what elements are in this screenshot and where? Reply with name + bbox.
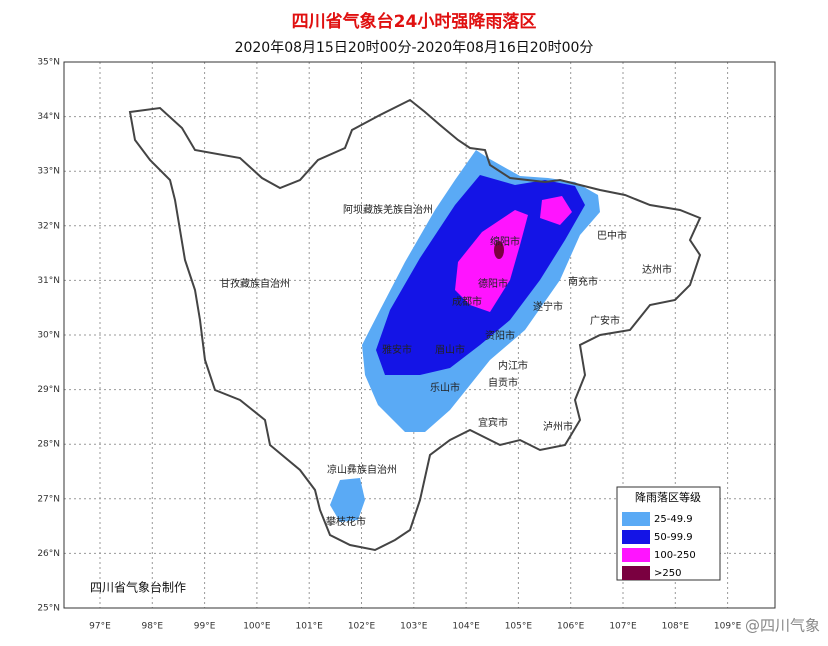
- legend-swatch: [622, 548, 650, 562]
- subtitle: 2020年08月15日20时00分-2020年08月16日20时00分: [235, 40, 594, 56]
- city-label: 宜宾市: [478, 416, 508, 429]
- lon-label: 99°E: [194, 622, 216, 632]
- legend-label: 25-49.9: [654, 514, 693, 525]
- city-labels: 阿坝藏族羌族自治州 甘孜藏族自治州 巴中市 达州市 绵阳市 南充市 德阳市 成都…: [220, 203, 672, 528]
- city-label: 阿坝藏族羌族自治州: [343, 203, 433, 216]
- lat-label: 28°N: [37, 440, 60, 450]
- rain-areas: [330, 150, 600, 522]
- city-label: 德阳市: [478, 277, 508, 290]
- lat-label: 34°N: [37, 112, 60, 122]
- lat-label: 29°N: [37, 385, 60, 395]
- legend-label: >250: [654, 568, 681, 579]
- title: 四川省气象台24小时强降雨落区: [292, 11, 537, 32]
- city-label: 绵阳市: [490, 235, 520, 248]
- rain-250: [494, 241, 504, 259]
- lon-label: 105°E: [505, 622, 533, 632]
- city-label: 成都市: [452, 295, 482, 308]
- lon-label: 104°E: [452, 622, 480, 632]
- legend-label: 100-250: [654, 550, 696, 561]
- city-label: 广安市: [590, 314, 620, 327]
- watermark: @四川气象: [745, 617, 820, 635]
- city-label: 资阳市: [485, 329, 515, 342]
- lon-label: 109°E: [714, 622, 742, 632]
- province-border: [128, 98, 702, 552]
- lon-label: 107°E: [609, 622, 637, 632]
- lon-label: 108°E: [662, 622, 690, 632]
- lat-label: 33°N: [37, 167, 60, 177]
- city-label: 内江市: [498, 359, 528, 372]
- lat-label: 25°N: [37, 604, 60, 614]
- lon-label: 100°E: [243, 622, 271, 632]
- lat-label: 27°N: [37, 494, 60, 504]
- map-frame: [63, 61, 776, 609]
- credit: 四川省气象台制作: [90, 580, 186, 595]
- rain-25: [330, 478, 365, 522]
- city-label: 自贡市: [488, 376, 518, 389]
- city-label: 乐山市: [430, 381, 460, 394]
- lat-label: 32°N: [37, 221, 60, 231]
- city-label: 巴中市: [597, 229, 627, 242]
- city-label: 雅安市: [382, 343, 412, 356]
- rain-100: [455, 210, 528, 312]
- city-label: 攀枝花市: [326, 515, 366, 528]
- city-label: 泸州市: [543, 420, 573, 433]
- city-label: 凉山彝族自治州: [327, 463, 397, 476]
- lon-label: 102°E: [348, 622, 376, 632]
- lon-label: 97°E: [89, 622, 111, 632]
- city-label: 南充市: [568, 275, 598, 288]
- city-label: 达州市: [642, 263, 672, 276]
- rain-100: [540, 196, 572, 225]
- legend-swatch: [622, 512, 650, 526]
- lon-label: 106°E: [557, 622, 585, 632]
- legend-label: 50-99.9: [654, 532, 693, 543]
- lat-label: 35°N: [37, 58, 60, 68]
- city-label: 遂宁市: [533, 300, 563, 313]
- city-label: 眉山市: [435, 343, 465, 356]
- legend-title: 降雨落区等级: [635, 490, 701, 504]
- lon-label: 98°E: [141, 622, 163, 632]
- lat-label: 31°N: [37, 276, 60, 286]
- legend-swatch: [622, 566, 650, 580]
- lat-label: 26°N: [37, 549, 60, 559]
- lon-label: 101°E: [296, 622, 324, 632]
- legend-swatch: [622, 530, 650, 544]
- city-label: 甘孜藏族自治州: [220, 277, 290, 290]
- legend: 25-49.9 50-99.9 100-250 >250: [622, 512, 696, 580]
- lat-label: 30°N: [37, 331, 60, 341]
- lon-label: 103°E: [400, 622, 428, 632]
